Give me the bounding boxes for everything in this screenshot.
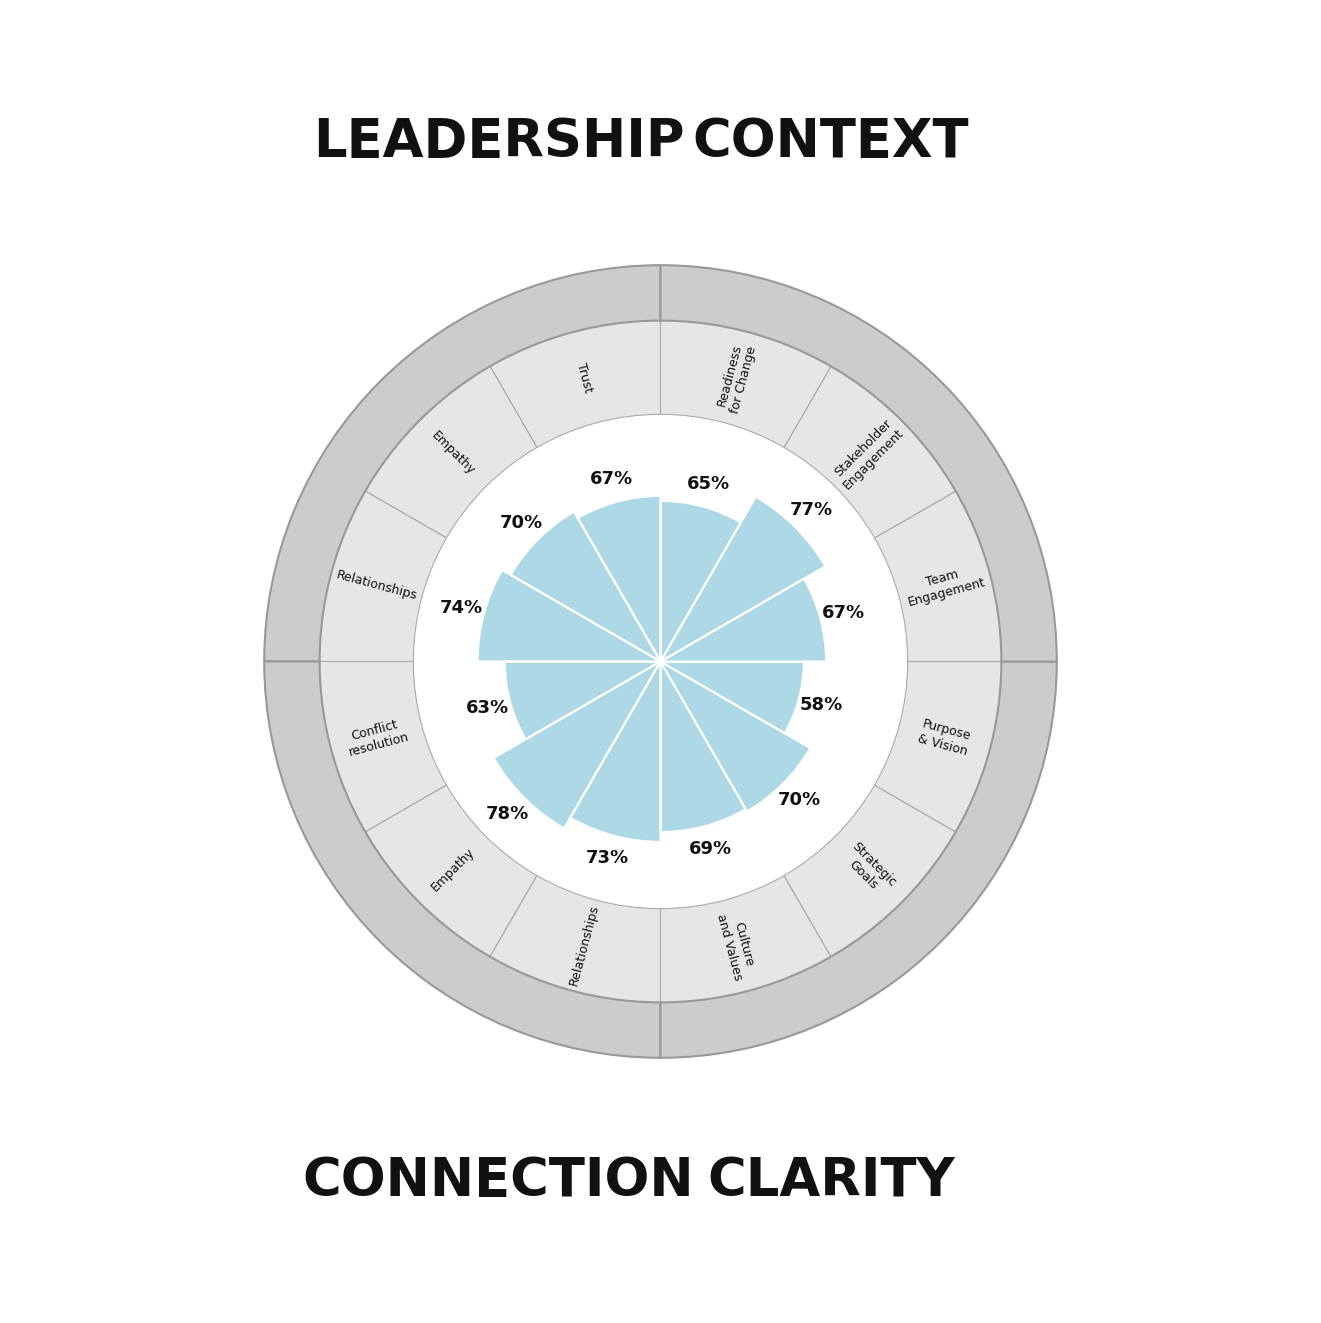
Text: 70%: 70% — [778, 791, 820, 810]
Circle shape — [243, 243, 1078, 1080]
Wedge shape — [660, 320, 831, 447]
Wedge shape — [320, 662, 446, 832]
Text: 65%: 65% — [687, 475, 729, 492]
Wedge shape — [366, 366, 536, 538]
Text: CONTEXT: CONTEXT — [692, 115, 970, 168]
Wedge shape — [577, 496, 660, 662]
Text: 58%: 58% — [801, 696, 843, 713]
Wedge shape — [490, 876, 660, 1003]
Text: LEADERSHIP: LEADERSHIP — [313, 115, 684, 168]
Wedge shape — [660, 662, 746, 832]
Text: Relationships: Relationships — [567, 904, 601, 987]
Wedge shape — [875, 662, 1001, 832]
Wedge shape — [320, 491, 446, 662]
Wedge shape — [571, 662, 660, 841]
Wedge shape — [660, 662, 1057, 1058]
Wedge shape — [478, 570, 660, 662]
Wedge shape — [875, 491, 1001, 662]
Circle shape — [413, 414, 908, 909]
Text: Relationships: Relationships — [334, 569, 419, 602]
Text: 67%: 67% — [822, 603, 865, 622]
Text: Purpose
& Vision: Purpose & Vision — [917, 717, 972, 758]
Text: 78%: 78% — [486, 806, 530, 823]
Text: Team
Engagement: Team Engagement — [902, 561, 987, 610]
Wedge shape — [660, 662, 804, 733]
Wedge shape — [366, 785, 536, 957]
Wedge shape — [494, 662, 660, 828]
Wedge shape — [264, 662, 660, 1058]
Text: 67%: 67% — [590, 470, 633, 488]
Wedge shape — [511, 512, 660, 662]
Text: Stakeholder
Engagement: Stakeholder Engagement — [831, 415, 906, 492]
Wedge shape — [785, 366, 955, 538]
Text: 73%: 73% — [587, 849, 629, 868]
Text: Trust: Trust — [575, 361, 594, 394]
Text: Readiness
for Change: Readiness for Change — [715, 340, 760, 414]
Wedge shape — [660, 265, 1057, 662]
Wedge shape — [505, 662, 660, 740]
Wedge shape — [660, 876, 831, 1003]
Text: Strategic
Goals: Strategic Goals — [839, 839, 898, 900]
Text: 63%: 63% — [466, 699, 509, 717]
Text: Empathy: Empathy — [428, 845, 477, 894]
Wedge shape — [785, 785, 955, 957]
Text: 70%: 70% — [501, 513, 543, 532]
Wedge shape — [660, 662, 810, 811]
Wedge shape — [660, 501, 741, 662]
Text: Empathy: Empathy — [428, 429, 477, 478]
Text: 77%: 77% — [790, 501, 834, 520]
Text: CONNECTION: CONNECTION — [303, 1155, 695, 1208]
Wedge shape — [660, 496, 826, 662]
Wedge shape — [660, 578, 826, 662]
Text: Conflict
resolution: Conflict resolution — [343, 716, 410, 759]
Wedge shape — [490, 320, 660, 447]
Wedge shape — [264, 265, 660, 662]
Text: CLARITY: CLARITY — [707, 1155, 955, 1208]
Text: 69%: 69% — [690, 840, 732, 857]
Text: 74%: 74% — [440, 599, 482, 617]
Text: Culture
and Values: Culture and Values — [715, 909, 760, 982]
